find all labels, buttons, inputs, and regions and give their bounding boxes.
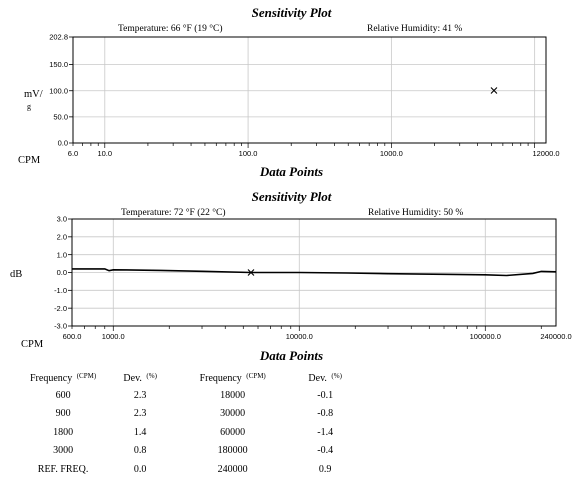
table-row: 600 2.3 18000 -0.1 — [30, 386, 369, 405]
data-points-table: Frequency (CPM) Dev. (%) Frequency (CPM)… — [30, 369, 369, 479]
chart1-ylabel: mV/ — [24, 89, 43, 100]
table-row: REF. FREQ. 0.0 240000 0.9 — [30, 460, 369, 479]
data-point-marker — [490, 87, 498, 94]
header-dev-1: Dev. (%) — [123, 371, 157, 384]
chart2-xlabel: CPM — [21, 339, 44, 350]
y-tick-label: 202.8 — [49, 33, 68, 42]
x-tick-label: 100000.0 — [470, 332, 501, 341]
y-tick-label: 0.0 — [58, 139, 68, 148]
table-cell: 1800 — [53, 426, 74, 438]
series-line — [72, 268, 557, 277]
chart2-caption: Data Points — [259, 348, 324, 363]
y-tick-label: -2.0 — [54, 304, 67, 313]
x-tick-label: 10.0 — [97, 149, 112, 158]
table-header-row: Frequency (CPM) Dev. (%) Frequency (CPM)… — [30, 369, 369, 386]
table-cell: 60000 — [220, 426, 246, 438]
header-frequency-1: Frequency (CPM) — [30, 371, 97, 384]
chart1-temperature: Temperature: 66 °F (19 °C) — [118, 24, 223, 34]
chart1-ylabel-unit: g — [27, 102, 31, 111]
table-cell: 180000 — [217, 445, 248, 457]
chart2-humidity: Relative Humidity: 50 % — [368, 208, 464, 218]
x-tick-label: 6.0 — [68, 149, 78, 158]
y-tick-label: 0.0 — [57, 268, 67, 277]
table-cell: 0.0 — [133, 463, 147, 475]
x-tick-label: 10000.0 — [286, 332, 313, 341]
x-tick-label: 1000.0 — [380, 149, 403, 158]
table-cell: 30000 — [220, 408, 246, 420]
table-cell: 1.4 — [133, 426, 147, 438]
table-cell: 600 — [55, 389, 71, 401]
x-tick-label: 100.0 — [239, 149, 258, 158]
x-tick-label: 1000.0 — [102, 332, 125, 341]
table-cell: 3000 — [53, 445, 74, 457]
x-tick-label: 600.0 — [63, 332, 82, 341]
table-cell: 18000 — [220, 389, 246, 401]
x-tick-label: 12000.0 — [532, 149, 559, 158]
y-tick-label: 50.0 — [53, 112, 68, 121]
table-cell: -0.4 — [317, 445, 334, 457]
table-row: 900 2.3 30000 -0.8 — [30, 405, 369, 424]
chart1-xlabel: CPM — [18, 155, 41, 166]
y-tick-label: 3.0 — [57, 215, 67, 224]
table-cell: -0.1 — [317, 389, 334, 401]
plot-frame — [71, 218, 557, 327]
chart1-plot: 202.8 150.0 100.0 50.0 0.06.0 10.0 100.0 1000.0… — [49, 33, 559, 158]
chart1-caption: Data Points — [259, 164, 324, 179]
chart2-ylabel: dB — [10, 269, 23, 280]
data-point-marker — [247, 269, 255, 276]
chart1-title: Sensitivity Plot — [251, 5, 332, 20]
table-cell: 0.8 — [133, 445, 147, 457]
chart2-title: Sensitivity Plot — [251, 189, 332, 204]
table-cell: 2.3 — [133, 408, 147, 420]
table-row: 1800 1.4 60000 -1.4 — [30, 423, 369, 442]
table-cell: 240000 — [217, 463, 248, 475]
table-cell: 900 — [55, 408, 71, 420]
x-tick-label: 240000.0 — [540, 332, 571, 341]
table-cell: -1.4 — [317, 426, 334, 438]
y-tick-label: 150.0 — [49, 60, 68, 69]
table-cell: 2.3 — [133, 389, 147, 401]
y-tick-label: -3.0 — [54, 322, 67, 331]
chart2-temperature: Temperature: 72 °F (22 °C) — [121, 208, 226, 218]
table-cell: 0.9 — [318, 463, 332, 475]
y-tick-label: -1.0 — [54, 286, 67, 295]
y-tick-label: 2.0 — [57, 232, 67, 241]
header-frequency-2: Frequency (CPM) — [199, 371, 266, 384]
table-row: 3000 0.8 180000 -0.4 — [30, 442, 369, 461]
table-cell: -0.8 — [317, 408, 334, 420]
header-dev-2: Dev. (%) — [308, 371, 342, 384]
y-tick-label: 1.0 — [57, 250, 67, 259]
chart1-humidity: Relative Humidity: 41 % — [367, 24, 463, 34]
table-cell: REF. FREQ. — [37, 463, 89, 475]
y-tick-label: 100.0 — [49, 86, 68, 95]
plot-frame — [72, 36, 547, 144]
